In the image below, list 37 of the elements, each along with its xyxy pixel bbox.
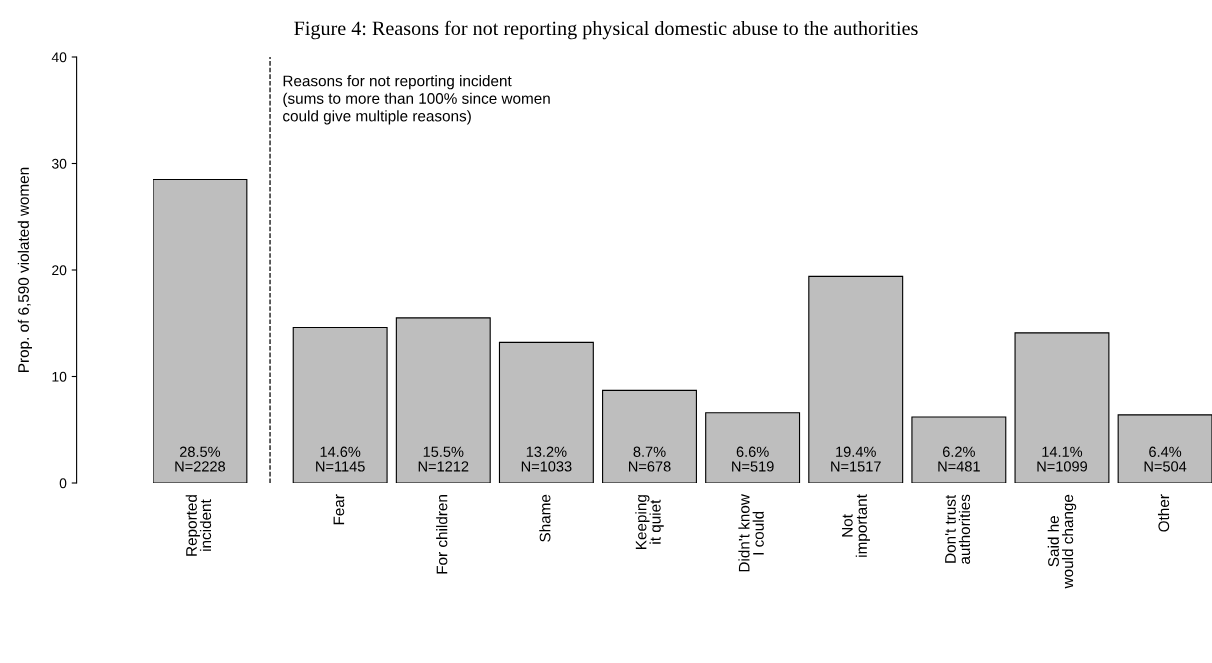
y-axis-title: Prop. of 6,590 violated women	[17, 167, 32, 372]
data-label: 6.4% N=504	[1144, 446, 1187, 472]
data-label: 28.5% N=2228	[175, 446, 226, 472]
bar	[498, 341, 594, 483]
data-label: 6.6% N=519	[732, 446, 774, 472]
x-tick-label: Reported incident	[185, 495, 212, 556]
data-label: 15.5% N=1212	[418, 446, 469, 472]
x-tick-label: Not important	[842, 494, 870, 557]
y-tick-label: 10	[52, 371, 67, 382]
bar	[808, 275, 904, 483]
x-tick-label: For children	[436, 495, 448, 574]
annotation: Reasons for not reporting incident (sums to more than 100% since women could give multiple reasons)	[283, 75, 550, 125]
x-tick-label: Other	[1157, 494, 1170, 532]
y-tick-label: 0	[59, 478, 67, 489]
x-tick-label: Keeping it quiet	[635, 495, 664, 549]
data-label: 14.6% N=1145	[316, 446, 365, 472]
data-label: 6.2% N=481	[938, 446, 980, 472]
data-label: 13.2% N=1033	[521, 446, 572, 472]
bar	[911, 416, 1007, 483]
x-tick-label: Shame	[539, 494, 551, 542]
data-label: 8.7% N=678	[629, 446, 671, 472]
x-tick-label: Don't trust authorities	[945, 494, 971, 564]
x-tick-label: Fear	[333, 494, 345, 525]
bar	[602, 389, 697, 483]
bar	[1014, 332, 1110, 483]
y-tick-label: 40	[51, 52, 67, 63]
chart-title: Figure 4: Reasons for not reporting physical domestic abuse to the authorities	[294, 20, 918, 40]
x-tick-label: Didn't know I could	[738, 494, 764, 572]
bar	[395, 317, 491, 483]
y-tick-label: 20	[52, 265, 67, 276]
bar	[1117, 414, 1212, 483]
data-label: 14.1% N=1099	[1037, 446, 1088, 472]
bar	[292, 326, 388, 483]
bar	[705, 412, 801, 483]
data-label: 19.4% N=1517	[831, 446, 881, 472]
y-tick-label: 30	[51, 158, 67, 169]
x-tick-label: Said he would change	[1047, 494, 1077, 589]
